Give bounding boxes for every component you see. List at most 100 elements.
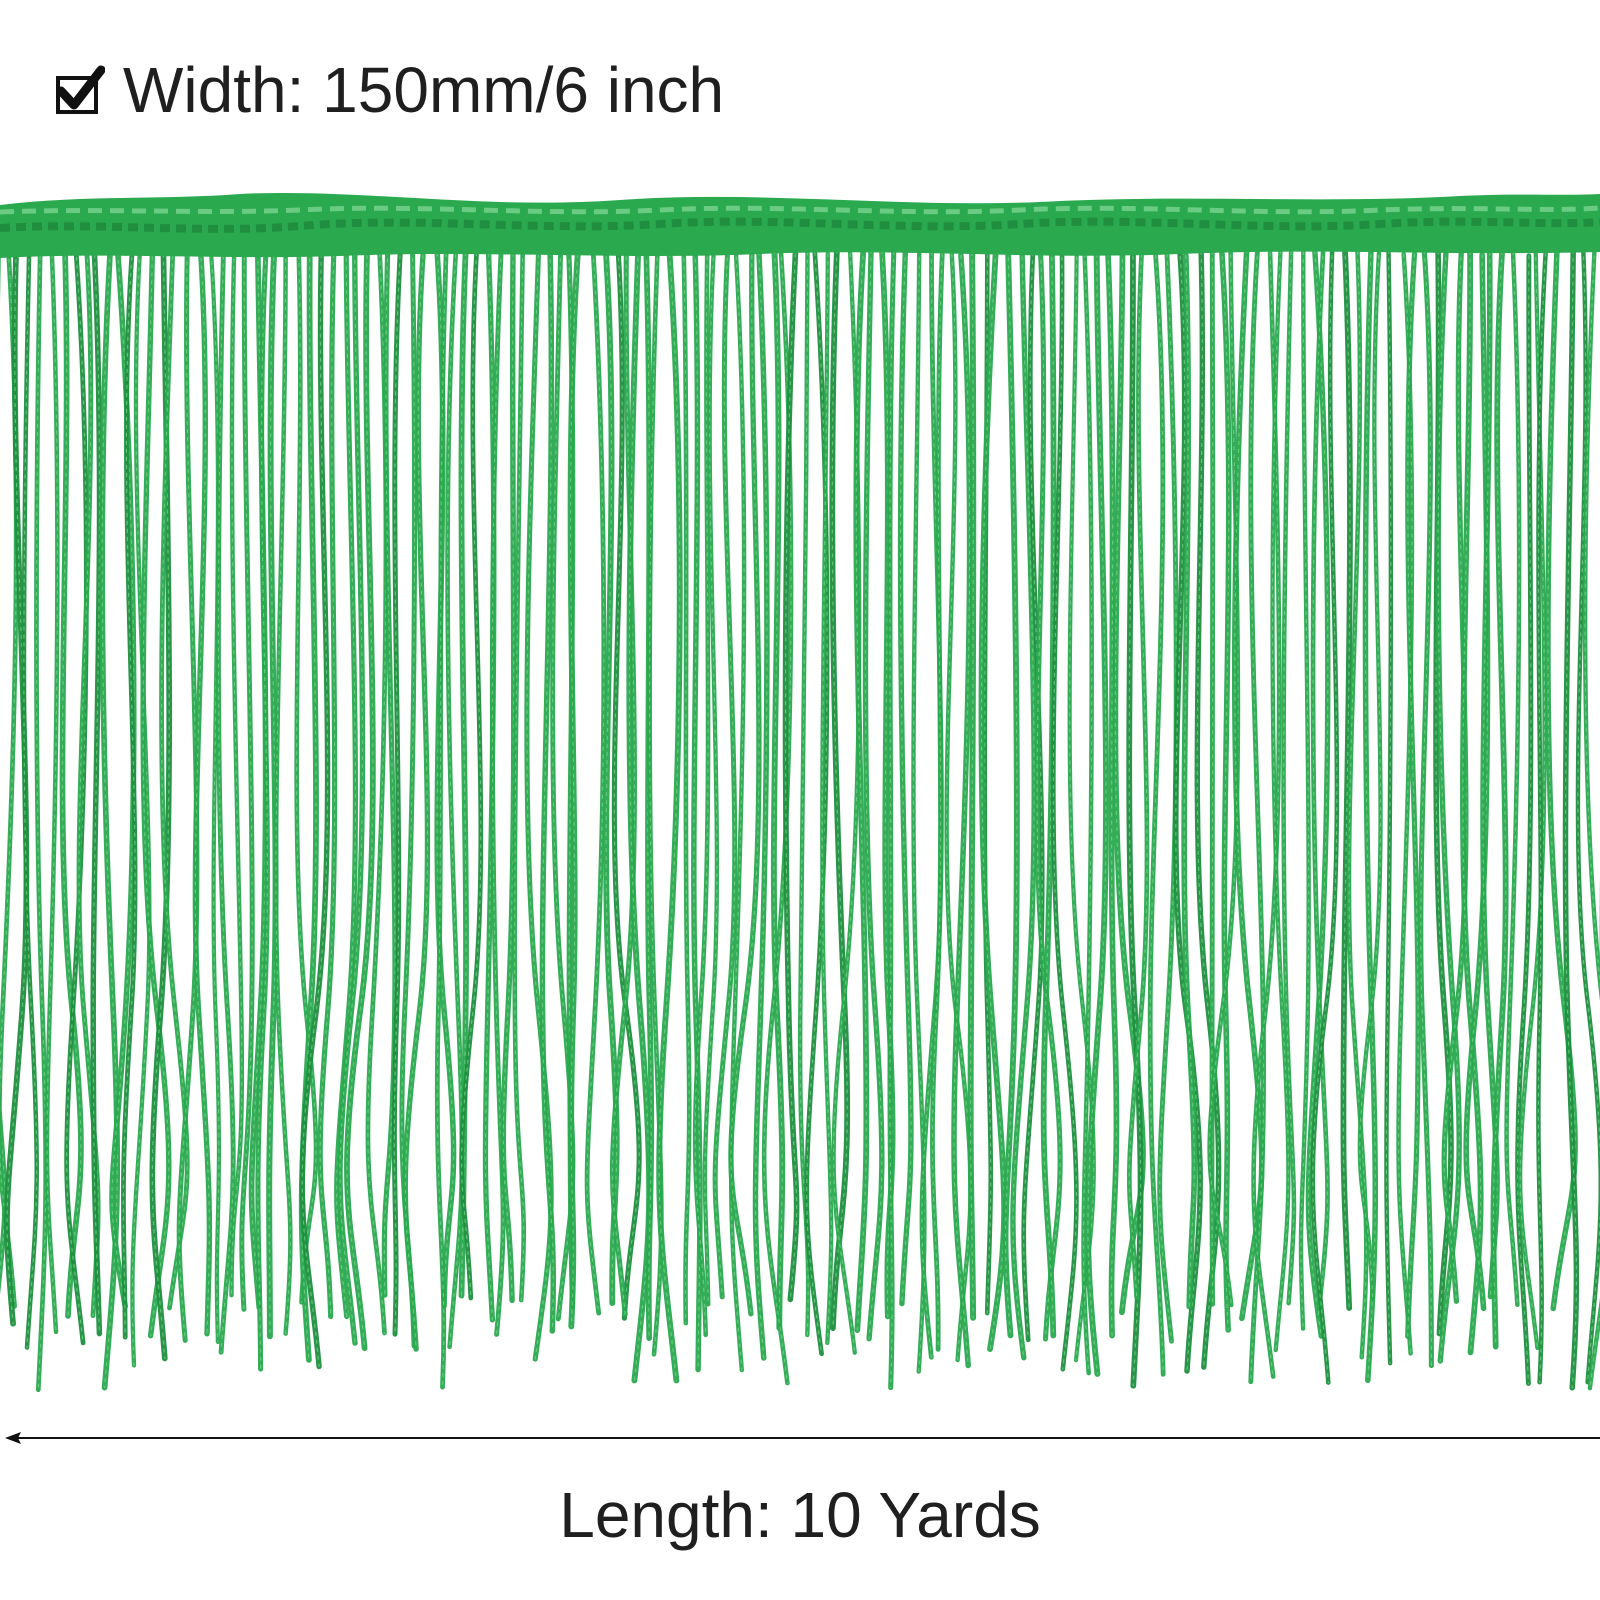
fringe-strand-highlight [821,253,832,1344]
fringe-strand-highlight [1252,252,1280,1378]
fringe-strand-highlight [393,239,402,1335]
fringe-strand-highlight [1407,253,1419,1337]
length-measurement-arrow [5,1432,1600,1444]
fringe-strand-highlight [931,245,944,1350]
fringe-strand-highlight [275,250,291,1335]
fringe-strand-highlight [35,240,47,1391]
fringe-strand-highlight [806,251,828,1355]
fringe-strand-highlight [92,254,101,1335]
fringe-strand-highlight [319,254,336,1318]
fringe-strand [1575,238,1600,1385]
fringe-strand-highlight [1420,250,1432,1367]
fringe-strand-highlight [1149,254,1164,1375]
fringe-strand [34,238,49,1393]
fringe-strand-highlight [682,241,690,1324]
fringe-strand-highlight [1220,240,1230,1331]
fringe-strand-highlight [1052,248,1078,1370]
fringe-strand-highlight [514,250,525,1301]
fringe-strand-highlight [1312,239,1329,1317]
fringe-strand [1126,251,1150,1300]
fringe-strand-highlight [604,240,618,1304]
fringe-strand-highlight [1437,248,1460,1362]
fringe-strand-highlight [1128,239,1142,1387]
fringe-strand-highlight [1312,247,1338,1384]
fringe-strand-highlight [541,251,554,1332]
fringe-strand-highlight [1443,248,1467,1302]
fringe-strand-highlight [613,241,640,1319]
fringe-strand-highlight [194,249,210,1335]
fringe-strand [728,245,762,1317]
fringe-strand [402,252,431,1352]
fringe-strand-highlight [23,242,38,1349]
fringe-strand-highlight [1004,241,1018,1336]
fringe-strand-highlight [160,239,188,1309]
fringe-strand-highlight [1283,251,1295,1304]
fringe-strand-highlight [436,252,455,1307]
fringe-strand-highlight [754,251,768,1359]
fringe-strands [0,237,1600,1393]
fringe-strand [21,240,39,1350]
left-arrow-icon [5,1432,21,1444]
fringe-strand-highlight [301,253,329,1368]
fringe-strand-highlight [210,253,220,1343]
fringe-strand-highlight [946,253,972,1361]
fringe-strand-highlight [799,251,809,1336]
fringe-strand-highlight [1211,242,1214,1305]
fringe-strand-highlight [899,241,912,1305]
fringe-strand-highlight [763,248,792,1384]
fringe-strand-highlight [1036,243,1061,1340]
fringe-strand [512,248,527,1303]
fringe-strand-highlight [491,250,504,1335]
fringe-strand-highlight [1505,243,1520,1306]
fringe-braid-texture [0,217,1600,233]
fringe-strand-highlight [404,254,429,1350]
width-label: Width: 150mm/6 inch [123,54,725,126]
fringe-strand-highlight [864,241,883,1340]
fringe-strand [192,247,213,1337]
width-spec: Width: 150mm/6 inch [55,50,724,130]
fringe-strand-highlight [46,246,59,1333]
fringe-strand-highlight [1385,241,1392,1364]
fringe-strand-highlight [336,249,357,1318]
fringe-strand [1545,239,1578,1312]
fringe-strand [1536,251,1548,1385]
fringe-strand-highlight [1364,246,1376,1381]
fringe-strand-highlight [1492,250,1507,1348]
fringe-strand [1418,248,1434,1369]
fringe-strand [1085,243,1109,1377]
fringe-strand-highlight [1159,253,1177,1342]
fringe-strand [294,253,319,1305]
fringe-strand-highlight [645,243,652,1339]
fringe-strand-highlight [346,247,374,1349]
fringe-strand-highlight [0,243,17,1307]
green-fringe-trim-image [0,192,1600,1393]
fringe-strand [712,239,738,1300]
fringe-strand-highlight [1307,242,1329,1337]
fringe-strand-highlight [1397,253,1413,1354]
fringe-strand-highlight [122,240,136,1338]
fringe-strand-highlight [1183,254,1195,1308]
length-label: Length: 10 Yards [559,1479,1041,1551]
fringe-strand-highlight [570,245,579,1327]
fringe-strand-highlight [1342,239,1351,1309]
fringe-strand-highlight [1012,240,1035,1359]
fringe-strand-highlight [367,253,387,1334]
fringe-strand-highlight [1196,242,1220,1368]
fringe-strand-highlight [461,244,482,1299]
fringe-strand [273,248,293,1336]
fringe-strand-highlight [484,245,495,1321]
fringe-strand-highlight [446,253,463,1348]
fringe-strand-highlight [339,244,364,1344]
fringe-strand-highlight [1043,241,1055,1337]
fringe-strand-highlight [131,243,150,1366]
fringe-strand-highlight [833,245,860,1354]
fringe-strand-highlight [970,243,974,1319]
fringe-strand-highlight [1564,249,1577,1389]
fringe-strand-highlight [241,241,253,1310]
fringe-strand-highlight [250,244,267,1309]
fringe-strand-highlight [101,242,118,1389]
fringe-strand-highlight [980,242,1005,1350]
fringe-strand-highlight [1462,250,1482,1353]
fringe-strand-highlight [773,250,783,1329]
fringe-strand-highlight [704,241,718,1305]
